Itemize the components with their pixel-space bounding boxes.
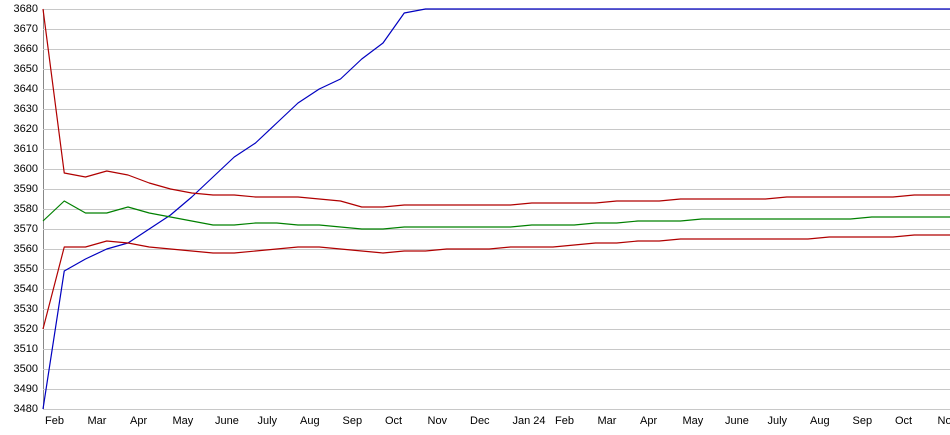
series-line bbox=[42, 200, 950, 230]
y-tick-label: 3610 bbox=[14, 143, 38, 155]
x-tick-label: June bbox=[215, 415, 239, 427]
x-tick-label: Apr bbox=[130, 415, 147, 427]
y-tick-label: 3570 bbox=[14, 223, 38, 235]
x-tick-label: Oct bbox=[895, 415, 912, 427]
x-tick-label: Aug bbox=[810, 415, 830, 427]
x-tick-label: Nov bbox=[428, 415, 448, 427]
x-tick-label: June bbox=[725, 415, 749, 427]
x-tick-label: Mar bbox=[598, 415, 617, 427]
series-line bbox=[42, 8, 950, 208]
y-tick-label: 3640 bbox=[14, 83, 38, 95]
y-tick-label: 3540 bbox=[14, 283, 38, 295]
x-tick-label: Oct bbox=[385, 415, 402, 427]
y-tick-label: 3480 bbox=[14, 403, 38, 415]
x-tick-label: July bbox=[258, 415, 278, 427]
y-tick-label: 3600 bbox=[14, 163, 38, 175]
y-tick-label: 3620 bbox=[14, 123, 38, 135]
x-tick-label: Aug bbox=[300, 415, 320, 427]
x-tick-label: Feb bbox=[45, 415, 64, 427]
y-tick-label: 3490 bbox=[14, 383, 38, 395]
y-tick-label: 3560 bbox=[14, 243, 38, 255]
y-tick-label: 3630 bbox=[14, 103, 38, 115]
y-tick-label: 3680 bbox=[14, 3, 38, 15]
y-tick-label: 3670 bbox=[14, 23, 38, 35]
x-tick-label: July bbox=[768, 415, 788, 427]
x-tick-label: Mar bbox=[88, 415, 107, 427]
x-tick-label: May bbox=[173, 415, 194, 427]
x-tick-label: Dec bbox=[470, 415, 490, 427]
y-tick-label: 3530 bbox=[14, 303, 38, 315]
y-tick-label: 3550 bbox=[14, 263, 38, 275]
y-tick-label: 3520 bbox=[14, 323, 38, 335]
x-tick-label: Sep bbox=[853, 415, 873, 427]
x-tick-label: Nov bbox=[938, 415, 950, 427]
x-tick-label: Sep bbox=[343, 415, 363, 427]
y-tick-label: 3500 bbox=[14, 363, 38, 375]
y-tick-label: 3650 bbox=[14, 63, 38, 75]
x-tick-label: Jan 24 bbox=[513, 415, 546, 427]
series-line bbox=[42, 234, 950, 330]
y-tick-label: 3580 bbox=[14, 203, 38, 215]
y-tick-label: 3510 bbox=[14, 343, 38, 355]
y-tick-label: 3590 bbox=[14, 183, 38, 195]
y-tick-label: 3660 bbox=[14, 43, 38, 55]
x-tick-label: Apr bbox=[640, 415, 657, 427]
x-tick-label: May bbox=[683, 415, 704, 427]
x-tick-label: Feb bbox=[555, 415, 574, 427]
